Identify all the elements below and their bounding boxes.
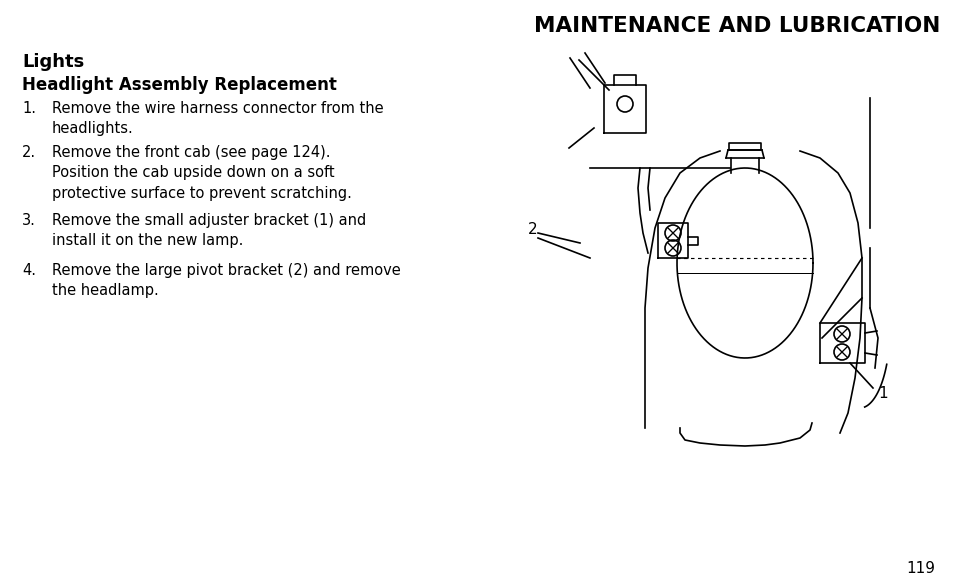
Text: 119: 119 bbox=[905, 561, 934, 576]
Text: Remove the wire harness connector from the
headlights.: Remove the wire harness connector from t… bbox=[52, 101, 383, 136]
Text: 1.: 1. bbox=[22, 101, 36, 116]
Text: 1: 1 bbox=[877, 386, 886, 400]
Text: 3.: 3. bbox=[22, 213, 36, 228]
Text: MAINTENANCE AND LUBRICATION: MAINTENANCE AND LUBRICATION bbox=[533, 16, 939, 36]
Text: Lights: Lights bbox=[22, 53, 84, 71]
Text: 2.: 2. bbox=[22, 145, 36, 160]
Text: Remove the large pivot bracket (2) and remove
the headlamp.: Remove the large pivot bracket (2) and r… bbox=[52, 263, 400, 298]
Text: Headlight Assembly Replacement: Headlight Assembly Replacement bbox=[22, 76, 336, 94]
Text: Remove the front cab (see page 124).
Position the cab upside down on a soft
prot: Remove the front cab (see page 124). Pos… bbox=[52, 145, 352, 201]
Text: 2: 2 bbox=[527, 222, 537, 238]
Text: 4.: 4. bbox=[22, 263, 36, 278]
Text: Remove the small adjuster bracket (1) and
install it on the new lamp.: Remove the small adjuster bracket (1) an… bbox=[52, 213, 366, 248]
